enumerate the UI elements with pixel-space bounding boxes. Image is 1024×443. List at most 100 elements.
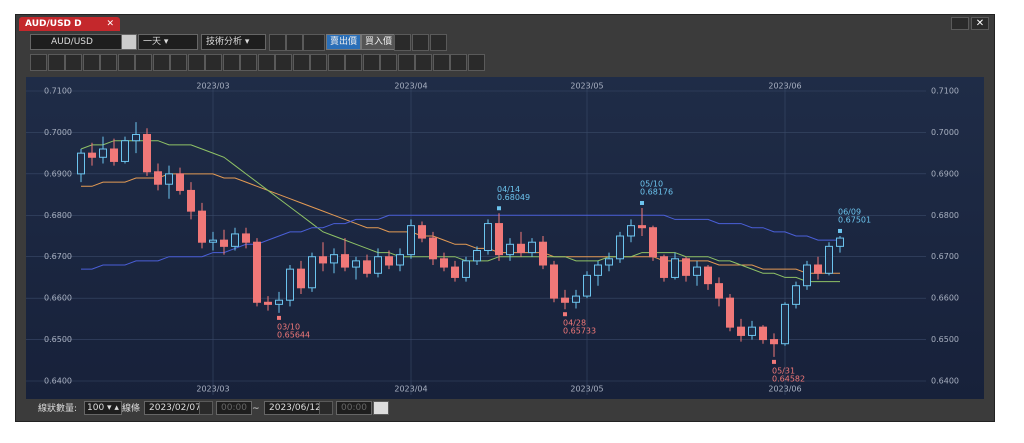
draw-tool[interactable] [292, 54, 310, 71]
x-tick-label: 2023/03 [196, 82, 229, 91]
info-tool[interactable] [286, 34, 303, 51]
draw-tool[interactable] [275, 54, 292, 71]
candle-body [517, 243, 525, 254]
start-date-value: 2023/02/07 [149, 403, 201, 413]
draw-tool[interactable] [222, 54, 240, 71]
refresh-button[interactable] [373, 401, 389, 415]
candle-body [308, 256, 316, 289]
draw-tool[interactable] [467, 54, 485, 71]
chart-style[interactable] [303, 34, 325, 51]
draw-tool[interactable] [397, 54, 415, 71]
zoom-reset[interactable] [430, 34, 447, 51]
draw-tool[interactable] [450, 54, 467, 71]
candle-body [759, 326, 767, 341]
chart-window: AUD/USD D ✕ ✕ AUD/USD 一天 ▾ 技術分析 ▾ 賣出價 買入價… [15, 14, 995, 422]
candle-body [418, 225, 426, 239]
annotation-value: 0.65644 [277, 330, 310, 339]
candle-body [825, 245, 833, 274]
end-date[interactable]: 2023/06/12 [264, 401, 326, 415]
draw-tool[interactable] [100, 54, 117, 71]
candle-body [814, 264, 822, 274]
draw-tool[interactable] [152, 54, 170, 71]
candle-body [264, 301, 272, 305]
candle-body [330, 254, 338, 264]
tab[interactable]: AUD/USD D ✕ [19, 17, 120, 31]
draw-tool[interactable] [380, 54, 397, 71]
analysis-menu[interactable]: 技術分析 ▾ [201, 34, 266, 50]
y-tick-label: 0.6900 [44, 169, 72, 178]
x-tick-label: 2023/04 [394, 385, 427, 394]
restore-button[interactable] [951, 17, 969, 30]
draw-tool[interactable] [310, 54, 327, 71]
draw-tool[interactable] [240, 54, 257, 71]
candle-body [803, 264, 811, 287]
moving-average [81, 214, 840, 270]
candle-body [385, 256, 393, 266]
candle-body [220, 239, 228, 247]
candle-body [253, 241, 261, 303]
candle-body [792, 285, 800, 305]
end-time[interactable]: 00:00 [336, 401, 372, 415]
candle-body [572, 295, 580, 303]
draw-tool[interactable] [205, 54, 222, 71]
candle-body [440, 258, 448, 268]
draw-tool[interactable] [415, 54, 432, 71]
y-tick-label: 0.6700 [44, 252, 72, 261]
draw-tool[interactable] [170, 54, 187, 71]
start-date[interactable]: 2023/02/07 [144, 401, 206, 415]
candle-body [495, 223, 503, 256]
zoom-out[interactable] [412, 34, 429, 51]
buy-button[interactable]: 買入價 [361, 34, 397, 50]
symbol-dropdown[interactable] [121, 34, 137, 50]
x-tick-label: 2023/06 [768, 385, 801, 394]
symbol-select[interactable]: AUD/USD [30, 34, 130, 50]
annotation-date: 06/09 [838, 207, 861, 216]
candle-body [638, 225, 646, 229]
candle-body [297, 268, 305, 289]
draw-tool[interactable] [135, 54, 152, 71]
start-time[interactable]: 00:00 [216, 401, 252, 415]
end-time-value: 00:00 [341, 403, 367, 413]
bar-count[interactable]: 100 ▾ ▴ [84, 401, 122, 415]
candle-body [165, 173, 173, 185]
calendar[interactable] [199, 401, 213, 415]
candle-body [396, 254, 404, 266]
sell-button[interactable]: 賣出價 [326, 34, 362, 50]
draw-tool[interactable] [117, 54, 135, 71]
y-tick-label: 0.6400 [931, 377, 959, 386]
draw-tool[interactable] [82, 54, 100, 71]
draw-tool[interactable] [362, 54, 380, 71]
draw-tool[interactable] [187, 54, 205, 71]
candle-body [715, 283, 723, 299]
zoom-in[interactable] [394, 34, 411, 51]
candle-body [319, 256, 327, 264]
candle-body [77, 152, 85, 175]
candle-body [154, 171, 162, 185]
annotation-date: 04/28 [563, 319, 586, 328]
calendar[interactable] [319, 401, 333, 415]
draw-tool[interactable] [47, 54, 65, 71]
candle-body [187, 189, 195, 212]
draw-tool[interactable] [65, 54, 82, 71]
bar-count-value: 100 [87, 403, 105, 413]
draw-tool[interactable] [432, 54, 450, 71]
candle-body [99, 148, 107, 158]
candle-body [198, 210, 206, 243]
candle-body [781, 303, 789, 345]
x-tick-label: 2023/05 [570, 82, 603, 91]
line-label: 線條 [122, 404, 141, 414]
y-tick-label: 0.7000 [44, 128, 72, 137]
draw-tool[interactable] [30, 54, 47, 71]
candle-body [506, 243, 514, 256]
pen-tool[interactable] [269, 34, 286, 51]
candle-body [649, 227, 657, 258]
draw-tool[interactable] [345, 54, 362, 71]
x-tick-label: 2023/06 [768, 82, 801, 91]
draw-tool[interactable] [327, 54, 345, 71]
close-button[interactable]: ✕ [971, 17, 989, 30]
candle-body [671, 258, 679, 278]
y-tick-label: 0.6600 [931, 294, 959, 303]
candle-body [539, 241, 547, 266]
timeframe-select[interactable]: 一天 ▾ [138, 34, 198, 50]
draw-tool[interactable] [257, 54, 275, 71]
